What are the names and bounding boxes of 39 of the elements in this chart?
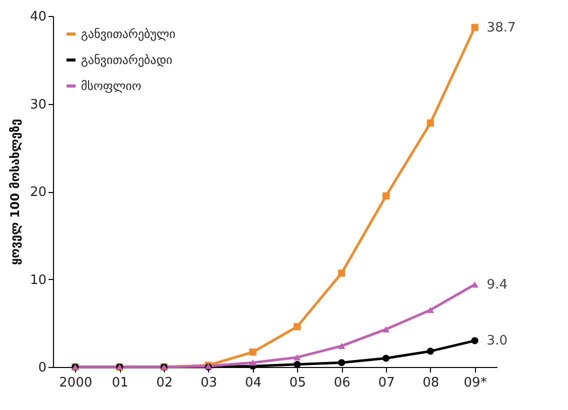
- point: [249, 360, 256, 366]
- point: [249, 348, 256, 356]
- point: [294, 360, 301, 368]
- point: [294, 354, 301, 360]
- x-tick-label: 07: [378, 376, 395, 390]
- x-tick-label: 03: [200, 376, 218, 390]
- x-tick-label: 01: [112, 376, 128, 390]
- point: [338, 270, 346, 277]
- x-tick-label: 02: [156, 376, 173, 390]
- point: [426, 120, 434, 127]
- point: [382, 326, 390, 332]
- x-tick-label: 05: [289, 376, 306, 390]
- point: [426, 348, 434, 355]
- legend-label: განვითარებული: [81, 27, 176, 41]
- point: [294, 323, 301, 330]
- point: [471, 337, 478, 344]
- x-tick-label: 09*: [464, 376, 488, 390]
- data-label: 38.7: [486, 20, 516, 36]
- point: [382, 354, 390, 362]
- point: [471, 24, 478, 31]
- data-label: 3.0: [486, 334, 508, 349]
- legend-label: განვითარებადი: [81, 53, 172, 67]
- x-tick-label: 04: [245, 376, 262, 390]
- point: [382, 192, 390, 200]
- point: [471, 281, 478, 288]
- x-tick-label: 08: [422, 376, 440, 390]
- y-axis-title: ყოველ 100 მოსახლეზე: [8, 119, 22, 265]
- y-tick-label: 20: [30, 185, 46, 200]
- y-tick-label: 40: [30, 10, 46, 24]
- y-tick-label: 0: [38, 360, 46, 376]
- x-tick-label: 2000: [59, 376, 92, 390]
- point: [338, 359, 346, 366]
- y-tick-label: 30: [30, 97, 46, 112]
- point: [338, 342, 346, 349]
- y-tick-label: 10: [30, 272, 46, 288]
- x-tick-label: 06: [334, 376, 350, 390]
- point: [426, 306, 434, 314]
- legend-label: მსოფლიო: [81, 79, 142, 93]
- data-label: 9.4: [486, 278, 508, 293]
